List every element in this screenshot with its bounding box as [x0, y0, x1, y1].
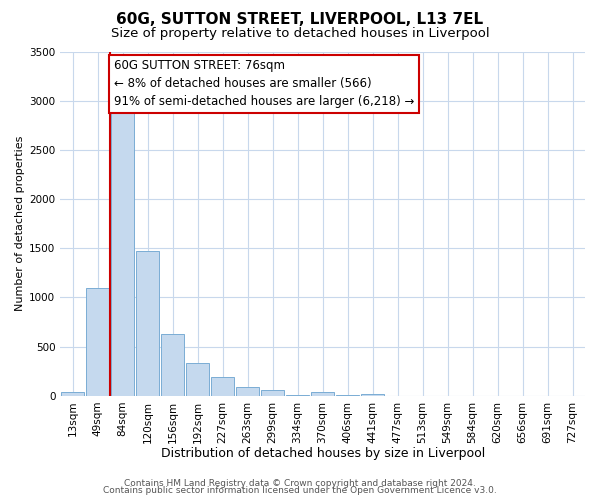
Text: Contains public sector information licensed under the Open Government Licence v3: Contains public sector information licen…: [103, 486, 497, 495]
X-axis label: Distribution of detached houses by size in Liverpool: Distribution of detached houses by size …: [161, 447, 485, 460]
Bar: [61, 392, 84, 396]
Text: Contains HM Land Registry data © Crown copyright and database right 2024.: Contains HM Land Registry data © Crown c…: [124, 478, 476, 488]
Bar: [211, 376, 234, 396]
Bar: [111, 114, 134, 396]
Bar: [186, 364, 209, 396]
Bar: [361, 394, 384, 396]
Text: 60G SUTTON STREET: 76sqm
← 8% of detached houses are smaller (566)
91% of semi-d: 60G SUTTON STREET: 76sqm ← 8% of detache…: [114, 60, 415, 108]
Y-axis label: Number of detached properties: Number of detached properties: [15, 136, 25, 312]
Text: 60G, SUTTON STREET, LIVERPOOL, L13 7EL: 60G, SUTTON STREET, LIVERPOOL, L13 7EL: [116, 12, 484, 28]
Bar: [286, 395, 309, 396]
Text: Size of property relative to detached houses in Liverpool: Size of property relative to detached ho…: [110, 28, 490, 40]
Bar: [161, 334, 184, 396]
Bar: [311, 392, 334, 396]
Bar: [136, 251, 159, 396]
Bar: [261, 390, 284, 396]
Bar: [86, 288, 109, 396]
Bar: [336, 395, 359, 396]
Bar: [236, 386, 259, 396]
